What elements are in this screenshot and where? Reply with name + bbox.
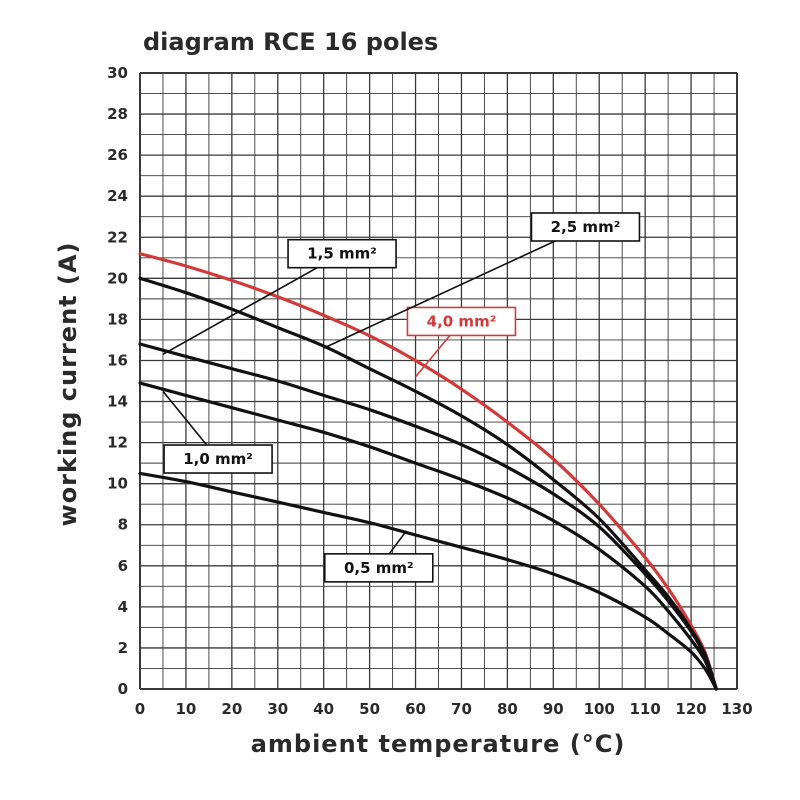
x-tick-label: 120 [675, 700, 706, 718]
y-tick-label: 8 [118, 516, 128, 534]
grid [139, 72, 738, 690]
y-tick-label: 16 [107, 351, 128, 369]
annotation-pointer [323, 226, 586, 349]
annotation-label: 1,0 mm² [183, 450, 253, 468]
chart-title: diagram RCE 16 poles [143, 28, 438, 56]
y-tick-label: 2 [118, 639, 128, 657]
y-tick-label: 30 [107, 64, 128, 82]
annotation-callout: 2,5 mm² [323, 212, 641, 349]
y-axis-label: working current (A) [54, 242, 82, 527]
y-tick-label: 10 [107, 475, 128, 493]
annotation-box [406, 306, 517, 337]
annotation-box [530, 212, 641, 242]
series-line [138, 276, 718, 691]
y-tick-label: 6 [118, 557, 128, 575]
y-tick-label: 20 [107, 269, 128, 287]
annotation-callout: 1,5 mm² [162, 238, 397, 356]
x-tick-label: 50 [359, 700, 380, 718]
y-tick-label: 28 [107, 105, 128, 123]
x-tick-label: 90 [543, 700, 564, 718]
y-tick-label: 26 [107, 146, 128, 164]
x-tick-label: 60 [405, 700, 426, 718]
y-tick-label: 18 [107, 310, 128, 328]
x-tick-label: 70 [451, 700, 472, 718]
annotation-pointer [162, 252, 343, 356]
annotation-label: 1,5 mm² [307, 245, 377, 263]
y-tick-label: 24 [107, 187, 128, 205]
series-line [138, 381, 718, 691]
series-line [138, 252, 718, 691]
series-line [138, 342, 718, 691]
annotation-callout: 4,0 mm² [406, 306, 517, 378]
y-tick-label: 12 [107, 434, 128, 452]
x-tick-label: 100 [584, 700, 615, 718]
y-tick-label: 22 [107, 228, 128, 246]
x-tick-label: 130 [721, 700, 752, 718]
annotation-box [323, 553, 434, 583]
y-tick-label: 14 [107, 393, 128, 411]
annotation-label: 4,0 mm² [427, 312, 497, 330]
annotation-label: 2,5 mm² [551, 218, 621, 236]
y-tick-label: 4 [118, 598, 128, 616]
x-tick-labels: 0 10 20 30 40 50 60 70 80 90 100 110 120 130 [135, 700, 753, 718]
annotation-box [287, 238, 397, 269]
annotation-callout: 0,5 mm² [323, 530, 434, 583]
x-tick-label: 110 [629, 700, 660, 718]
y-tick-label: 0 [118, 680, 128, 698]
x-tick-label: 80 [497, 700, 518, 718]
x-axis-label: ambient temperature (°C) [251, 730, 626, 758]
x-tick-label: 0 [135, 700, 145, 718]
annotation-label: 0,5 mm² [344, 559, 414, 577]
x-tick-label: 40 [313, 700, 334, 718]
x-tick-label: 10 [175, 700, 196, 718]
series-line [138, 471, 718, 691]
x-tick-label: 20 [221, 700, 242, 718]
series-layer [138, 252, 718, 691]
x-tick-label: 30 [267, 700, 288, 718]
annotation-box [163, 444, 273, 474]
annotation-layer: 4,0 mm² 2,5 mm² 1,5 mm² 1,0 mm² 0,5 mm² [162, 212, 641, 583]
annotation-callout: 1,0 mm² [162, 390, 273, 474]
